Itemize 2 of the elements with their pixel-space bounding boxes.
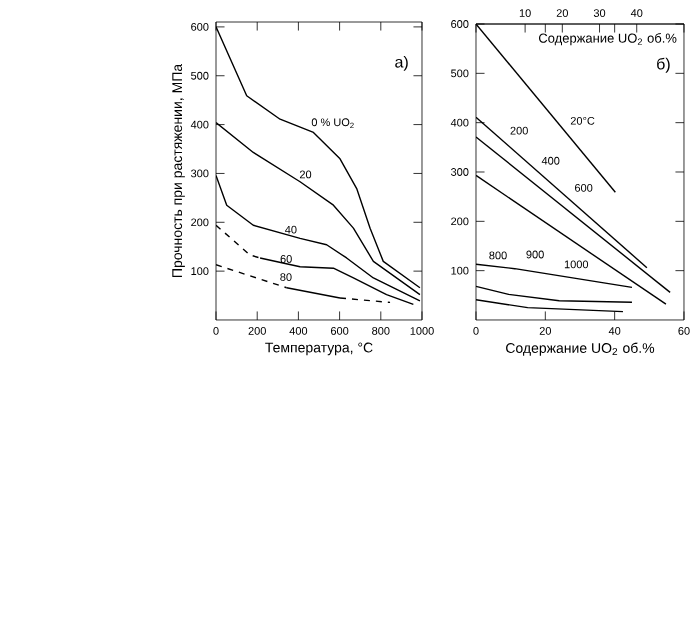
annotation: а) — [395, 55, 408, 71]
annotation: б) — [657, 57, 670, 73]
